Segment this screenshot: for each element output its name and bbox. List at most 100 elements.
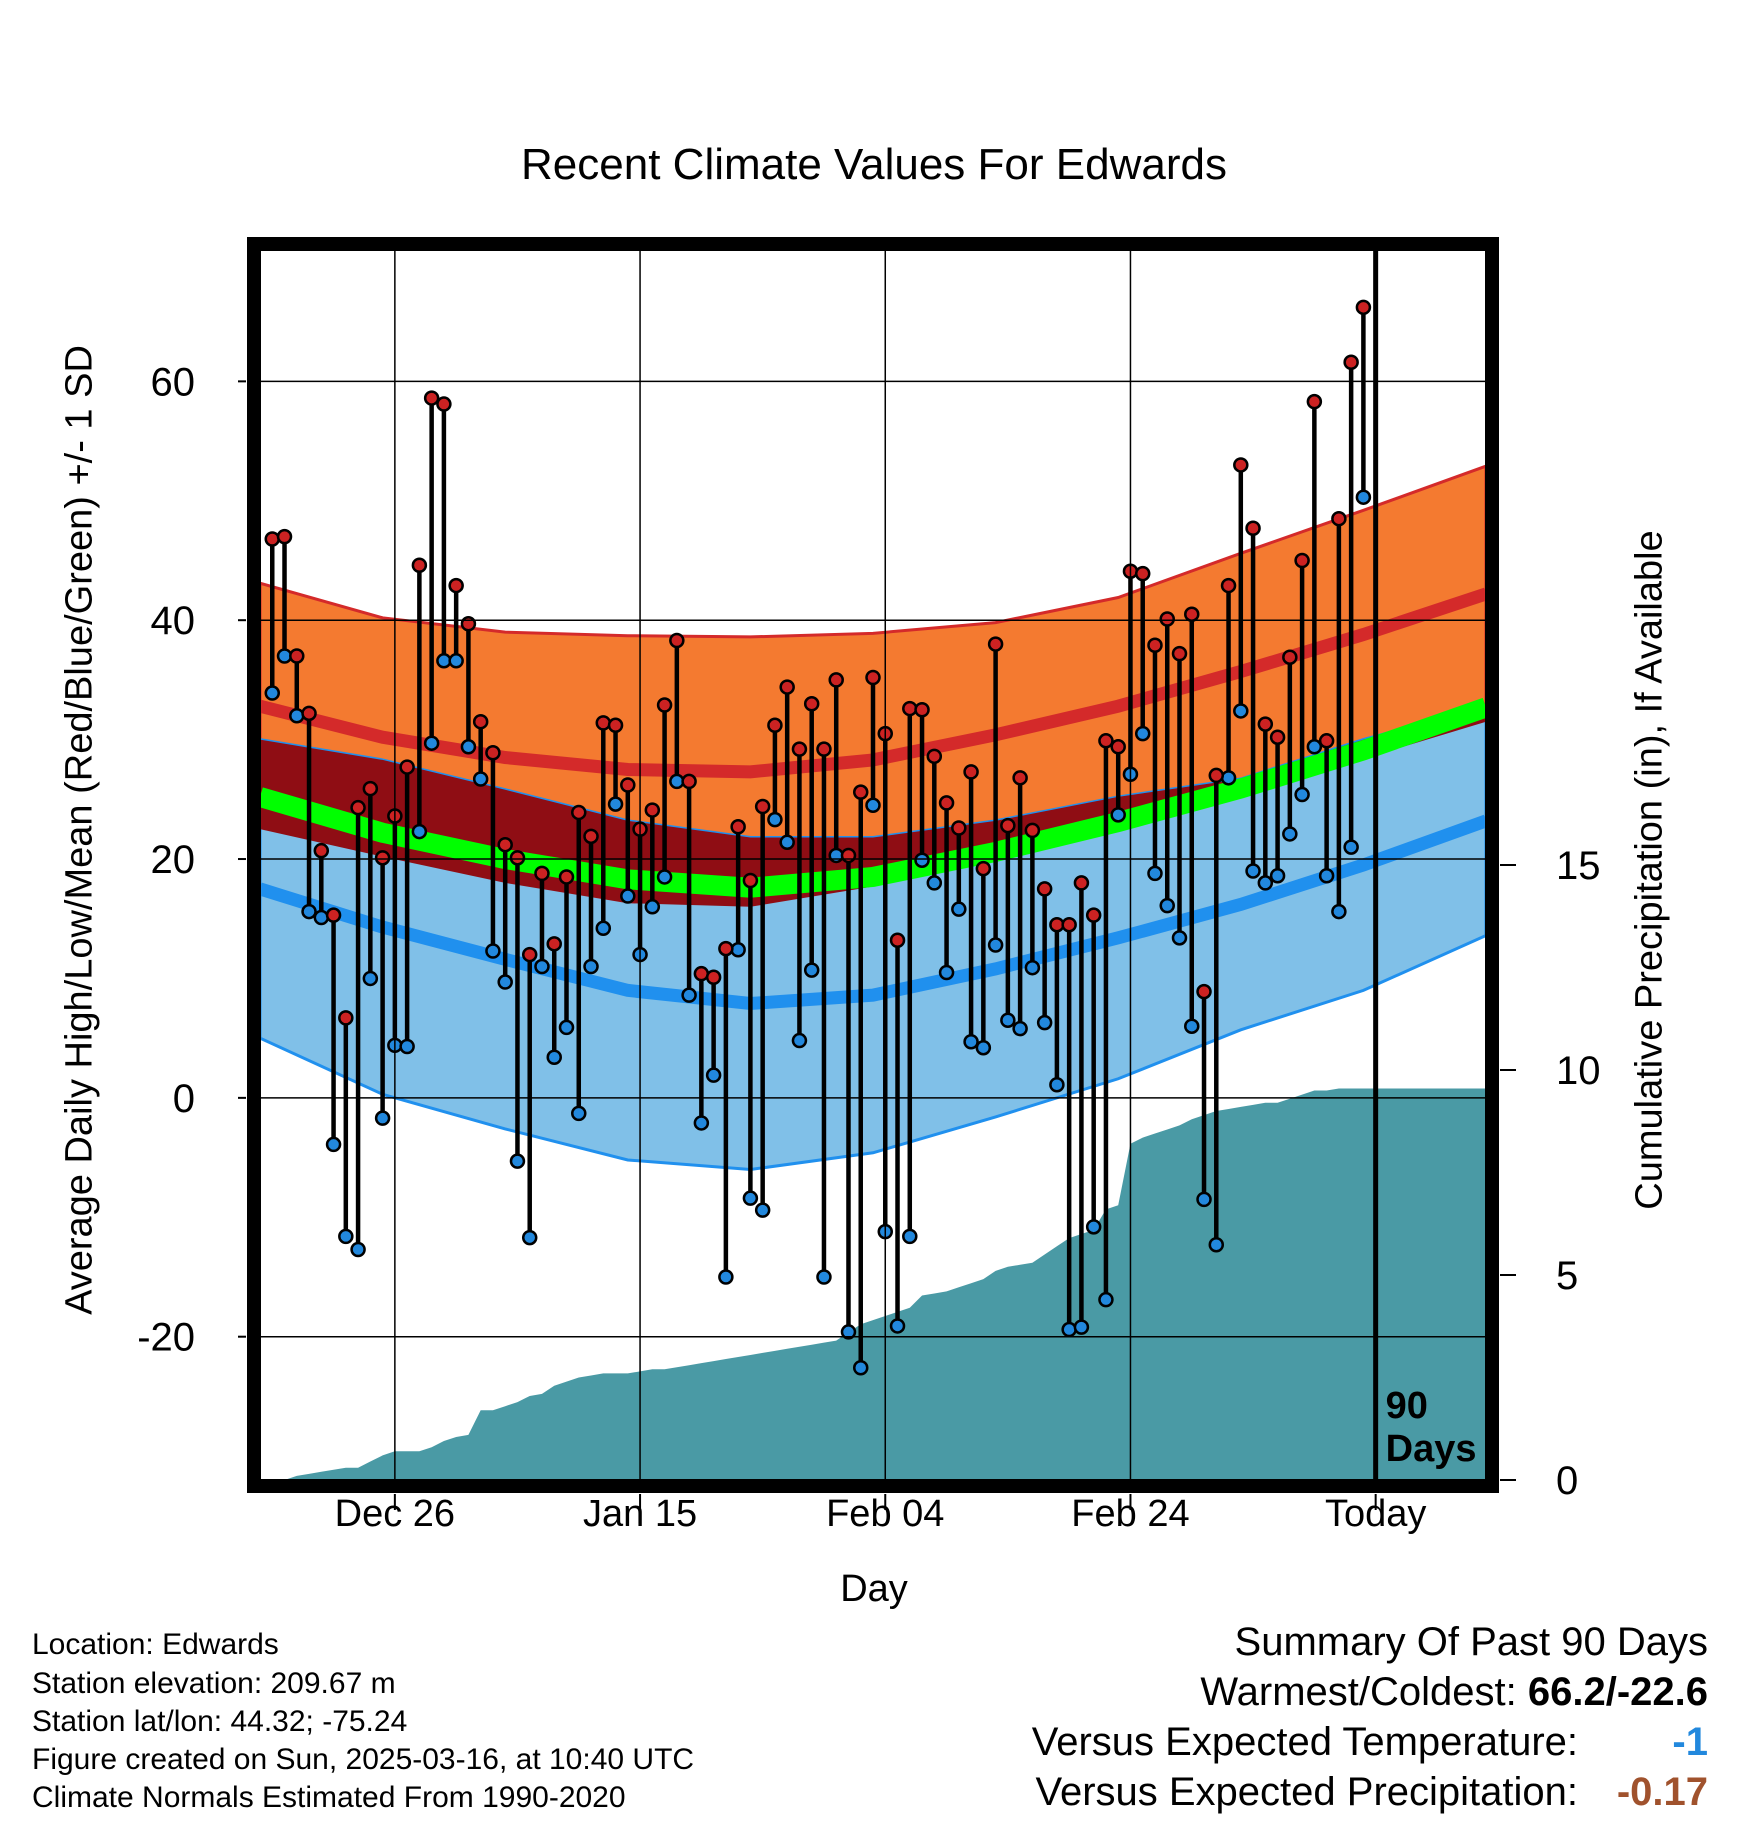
high-point	[852, 784, 869, 800]
info-created: Figure created on Sun, 2025-03-16, at 10…	[32, 1743, 695, 1776]
high-point	[1098, 733, 1114, 749]
high-point	[1085, 907, 1102, 923]
high-point	[362, 780, 379, 797]
low-point	[1049, 1076, 1065, 1093]
low-point	[497, 974, 513, 990]
low-normal-line	[260, 814, 1486, 1011]
high-point	[325, 907, 342, 923]
high-point	[1147, 637, 1163, 654]
info-location: Location: Edwards	[32, 1628, 279, 1661]
low-point	[423, 735, 440, 751]
low-point	[620, 888, 636, 904]
low-point	[558, 1019, 575, 1036]
high-point	[840, 847, 857, 864]
high-point	[620, 777, 636, 793]
high-point	[423, 390, 440, 406]
low-point	[1073, 1319, 1090, 1335]
low-point	[325, 1136, 342, 1153]
plot-area	[260, 299, 1486, 1480]
low-point	[448, 653, 464, 669]
high-point	[1036, 881, 1053, 897]
low-point	[1061, 1321, 1077, 1338]
observations	[264, 299, 1372, 1376]
high-point	[1171, 645, 1188, 662]
high-point	[914, 702, 930, 718]
high-point	[350, 799, 366, 816]
y-axis-label: Average Daily High/Low/Mean (Red/Blue/Gr…	[58, 345, 101, 1315]
summary-heading: Summary Of Past 90 Days	[1234, 1620, 1708, 1664]
high-point	[1061, 916, 1077, 933]
low-point	[1036, 1014, 1053, 1031]
low-point	[1159, 897, 1175, 914]
high-point	[1024, 822, 1041, 839]
low-point	[399, 1038, 415, 1055]
low-point	[1233, 703, 1249, 719]
low-point	[914, 852, 930, 868]
high-point	[644, 802, 661, 818]
low-point	[546, 1049, 562, 1066]
y2-axis-label: Cumulative Precipitation (in), If Availa…	[1628, 530, 1671, 1210]
high-point	[276, 528, 293, 545]
high-point	[338, 1010, 354, 1026]
low-point	[1147, 865, 1163, 882]
low-point	[1024, 959, 1041, 976]
x-tick-label: Feb 04	[826, 1493, 944, 1535]
low-point	[865, 797, 881, 814]
y2-tick-label: 10	[1556, 1049, 1601, 1093]
low-point	[485, 943, 501, 959]
low-point	[779, 834, 795, 851]
low-point	[607, 796, 624, 812]
high-point	[951, 820, 967, 836]
high-point	[705, 969, 722, 986]
high-point	[583, 828, 599, 845]
info-elevation: Station elevation: 209.67 m	[32, 1667, 396, 1700]
high-point	[399, 759, 415, 775]
high-point	[1245, 520, 1261, 536]
low-point	[313, 909, 330, 926]
low-point	[472, 771, 489, 787]
x-tick-label: Dec 26	[335, 1493, 455, 1535]
y2-tick-label: 0	[1556, 1459, 1578, 1503]
low-point	[1110, 807, 1126, 823]
y2-tick-label: 5	[1556, 1254, 1578, 1298]
high-point	[656, 697, 673, 713]
low-point	[718, 1269, 734, 1285]
low-point	[1134, 725, 1151, 742]
high-point	[718, 940, 734, 957]
low-point	[742, 1190, 759, 1206]
high-point	[1306, 393, 1323, 410]
high-point	[571, 804, 587, 821]
x-tick-label: Today	[1325, 1493, 1426, 1535]
high-point	[767, 717, 783, 734]
low-point	[1098, 1291, 1114, 1308]
high-point	[607, 717, 624, 734]
high-point	[1073, 875, 1090, 891]
high-point	[754, 798, 771, 815]
precip-value: -0.17	[1616, 1770, 1708, 1814]
low-point	[705, 1067, 722, 1083]
low-point	[840, 1324, 857, 1340]
precip-label: Versus Expected Precipitation:	[1035, 1770, 1578, 1814]
today-window-label: 90	[1386, 1385, 1428, 1427]
high-point	[693, 965, 710, 982]
summary-warm-cold: Warmest/Coldest: 66.2/-22.6	[1200, 1670, 1708, 1715]
low-point	[975, 1039, 992, 1056]
low-point	[1318, 867, 1335, 884]
low-point	[754, 1202, 771, 1218]
high-point	[1294, 552, 1310, 569]
high-point	[509, 850, 526, 866]
low-point	[1196, 1191, 1212, 1208]
chart-title: Recent Climate Values For Edwards	[521, 140, 1227, 189]
high-point	[1159, 611, 1175, 627]
x-tick-label: Feb 24	[1071, 1493, 1189, 1535]
high-point	[1000, 817, 1016, 834]
low-point	[1012, 1020, 1028, 1037]
info-normals: Climate Normals Estimated From 1990-2020	[32, 1781, 626, 1814]
low-point	[1171, 930, 1188, 946]
y2-axis-label-wrap: Cumulative Precipitation (in), If Availa…	[1600, 480, 1700, 1260]
high-point	[595, 715, 612, 731]
low-point	[1282, 826, 1298, 842]
high-point	[803, 696, 820, 712]
temp-value: -1	[1672, 1720, 1708, 1764]
high-point	[742, 872, 759, 889]
